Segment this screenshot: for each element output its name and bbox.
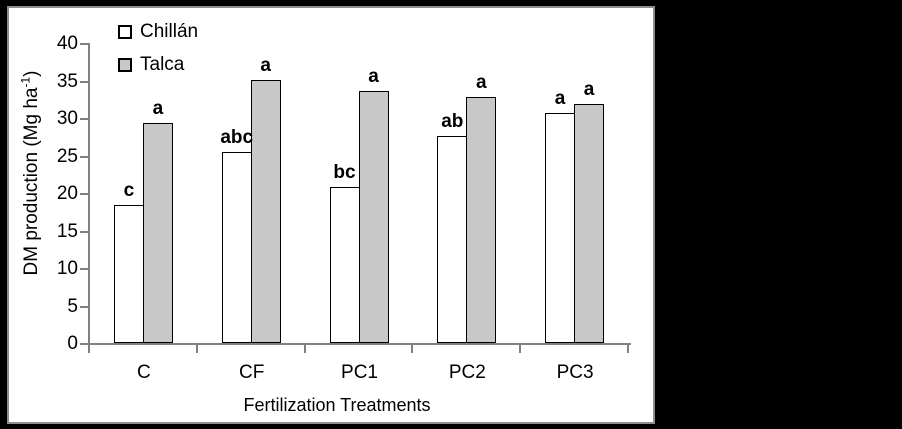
legend-label-talca: Talca: [140, 54, 185, 75]
significance-letter: abc: [220, 127, 254, 148]
x-tick-mark: [88, 343, 90, 353]
significance-letter: c: [123, 180, 135, 201]
x-tick-mark: [519, 343, 522, 353]
significance-letter: a: [476, 72, 487, 93]
y-tick-mark: [80, 193, 88, 195]
y-tick-label: 35: [56, 70, 78, 92]
x-tick-mark: [195, 343, 198, 353]
y-tick-mark: [80, 343, 88, 345]
significance-letter: a: [554, 88, 566, 109]
legend: Chillán Talca: [118, 18, 198, 84]
x-axis-title: Fertilization Treatments: [243, 395, 431, 415]
significance-letter: bc: [333, 162, 356, 183]
chart-panel: DM production (Mg ha-1) Fertilization Tr…: [7, 6, 655, 424]
plot-area: 0 5 10 15 20 25 30 35 40 C CF PC1 PC2 PC3 c abc bc ab a a a a…: [9, 8, 653, 422]
significance-letter: a: [583, 79, 595, 100]
x-category-label: PC2: [448, 362, 486, 383]
bar-talca: [142, 123, 173, 343]
y-tick-label: 30: [56, 108, 78, 129]
bar-chillan: [329, 187, 360, 343]
y-tick-label: 25: [56, 145, 78, 167]
y-tick-label: 10: [56, 258, 78, 279]
x-category-label: PC3: [556, 362, 594, 383]
legend-item-chillan: Chillán: [118, 18, 198, 46]
significance-letter: a: [260, 55, 271, 76]
x-category-label: C: [137, 362, 151, 383]
legend-swatch-chillan-icon: [118, 25, 132, 39]
y-tick-mark: [80, 80, 88, 83]
bar-talca: [358, 91, 389, 343]
y-tick-mark: [80, 268, 88, 270]
x-category-label: PC1: [341, 362, 378, 383]
x-tick-mark: [627, 343, 629, 353]
y-tick-label: 5: [67, 295, 78, 317]
significance-letter: a: [152, 98, 164, 119]
bar-talca: [574, 104, 605, 343]
significance-letter: ab: [441, 111, 464, 132]
significance-letter: a: [368, 66, 379, 87]
bar-chillan: [221, 152, 252, 343]
legend-label-chillan: Chillán: [140, 21, 199, 42]
x-tick-mark: [303, 343, 306, 353]
bar-talca: [466, 97, 497, 343]
bar-talca: [250, 80, 281, 343]
legend-swatch-talca-icon: [118, 58, 132, 72]
y-tick-mark: [80, 305, 88, 308]
y-tick-mark: [80, 43, 88, 45]
y-tick-mark: [80, 118, 88, 120]
x-axis-line: [88, 343, 631, 345]
bar-chillan: [437, 136, 468, 343]
x-tick-mark: [411, 343, 414, 353]
y-tick-label: 0: [67, 333, 78, 354]
y-tick-label: 20: [56, 183, 78, 204]
x-category-label: CF: [239, 362, 265, 383]
y-tick-label: 15: [56, 220, 78, 242]
bar-chillan: [545, 113, 576, 343]
y-tick-mark: [80, 155, 88, 158]
y-tick-mark: [80, 230, 88, 233]
legend-item-talca: Talca: [118, 51, 198, 79]
bar-chillan: [113, 205, 144, 343]
y-axis-line: [88, 43, 90, 345]
y-tick-label: 40: [56, 33, 78, 54]
